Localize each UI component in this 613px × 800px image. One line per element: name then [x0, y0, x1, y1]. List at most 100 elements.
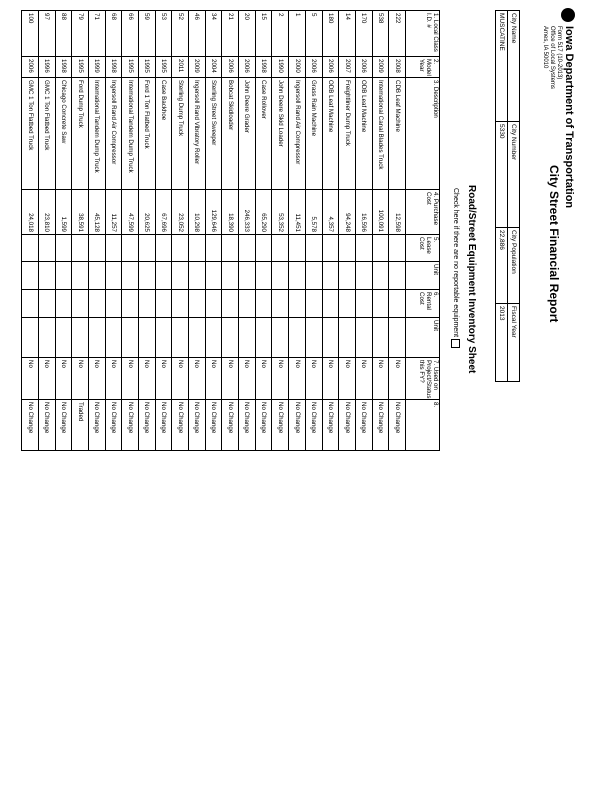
table-cell: No — [138, 357, 156, 400]
table-cell: No — [188, 357, 206, 400]
table-cell: 2006 — [355, 56, 373, 78]
table-cell — [205, 261, 222, 290]
table-cell: No — [205, 357, 222, 400]
table-cell: 5,578 — [305, 189, 323, 235]
table-row: 538 2009 International Canal Blades Truck 1… — [372, 10, 389, 451]
table-cell: 14 — [338, 10, 356, 57]
table-cell: 94,248 — [338, 189, 356, 235]
table-cell: 38,591 — [71, 189, 89, 235]
table-cell — [221, 289, 239, 318]
table-cell: No — [88, 357, 106, 400]
table-cell: 2004 — [205, 56, 222, 78]
table-cell: Traded — [71, 399, 89, 451]
table-cell: 2008 — [388, 56, 406, 78]
table-cell: Freightliner Dump Truck — [338, 77, 356, 190]
table-cell — [38, 289, 56, 318]
table-cell — [155, 261, 172, 290]
table-cell — [55, 234, 72, 262]
table-cell — [88, 261, 106, 290]
info-label: City Number — [507, 121, 520, 228]
column-header: 6. Rental Cost — [405, 289, 440, 318]
table-row: 2 1990 John Deere Skid Loader 53,352 No No Ch… — [272, 10, 289, 451]
table-cell — [105, 261, 122, 290]
table-cell: No Change — [88, 399, 106, 451]
equipment-inventory-table: 1. Local Class I.D. #2. Model Year 3. Des… — [21, 10, 440, 451]
table-cell — [272, 317, 289, 358]
table-cell — [388, 289, 406, 318]
table-cell: 21 — [221, 10, 239, 57]
table-cell — [88, 234, 106, 262]
table-cell: Ingersoll Rand Air Compressor — [105, 77, 122, 190]
table-cell: No — [338, 357, 356, 400]
table-cell: 53,352 — [272, 189, 289, 235]
table-cell — [355, 234, 373, 262]
table-cell — [238, 317, 256, 358]
table-cell — [121, 317, 139, 358]
table-cell: No — [38, 357, 56, 400]
table-cell — [288, 261, 306, 290]
table-cell — [322, 234, 339, 262]
report-title: City Street Financial Report — [547, 165, 561, 323]
table-row: 14 2007 Freightliner Dump Truck 94,248 No No … — [338, 10, 356, 451]
city-population-value: 22,886 — [495, 227, 508, 304]
table-cell: No Change — [372, 399, 389, 451]
table-cell: No — [288, 357, 306, 400]
table-cell — [105, 234, 122, 262]
table-cell: No Change — [188, 399, 206, 451]
table-cell: ODB Leaf Machine — [322, 77, 339, 190]
table-cell: 23,052 — [171, 189, 189, 235]
column-header: 7. Used on Project/Status this FY? — [405, 357, 440, 400]
table-cell: No Change — [55, 399, 72, 451]
table-cell: International Canal Blades Truck — [372, 77, 389, 190]
table-cell: No Change — [305, 399, 323, 451]
sheet-title: Road/Street Equipment Inventory Sheet — [466, 185, 477, 374]
table-cell: Sterling Dump Truck — [171, 77, 189, 190]
table-cell — [305, 317, 323, 358]
table-cell — [255, 261, 272, 290]
table-row: 79 1995 Ford Dump Truck 38,591 No Traded — [71, 10, 89, 451]
table-cell: No Change — [272, 399, 289, 451]
table-cell — [238, 261, 256, 290]
table-cell — [55, 289, 72, 318]
table-cell: 11,257 — [105, 189, 122, 235]
table-cell: Ford Dump Truck — [71, 77, 89, 190]
table-cell: No — [55, 357, 72, 400]
table-cell — [322, 317, 339, 358]
table-cell: No Change — [121, 399, 139, 451]
table-cell: 47,599 — [121, 189, 139, 235]
table-cell — [188, 261, 206, 290]
info-label: City Name — [507, 10, 520, 122]
table-cell: No — [155, 357, 172, 400]
agency-name: Iowa Department of Transportation — [563, 26, 575, 209]
table-cell: 1998 — [55, 56, 72, 78]
no-equipment-checkbox[interactable] — [451, 339, 460, 349]
column-header: Unit — [405, 261, 440, 290]
table-cell: International Tandem Dump Truck — [88, 77, 106, 190]
table-cell — [238, 234, 256, 262]
table-cell: 97 — [38, 10, 56, 57]
table-cell — [155, 289, 172, 318]
column-header: Unit — [405, 317, 440, 358]
table-cell — [21, 317, 39, 358]
table-cell: 1995 — [155, 56, 172, 78]
table-cell — [171, 261, 189, 290]
table-cell: No — [272, 357, 289, 400]
table-cell — [188, 317, 206, 358]
fiscal-year-value: 2013 — [495, 303, 508, 382]
table-cell — [288, 289, 306, 318]
table-row: 222 2008 CDB Leaf Machine 12,598 No No Change — [388, 10, 406, 451]
table-cell — [121, 289, 139, 318]
table-cell: 67,696 — [155, 189, 172, 235]
table-cell: 1995 — [71, 56, 89, 78]
table-row: 97 1996 GMC 1 Ton Flatbed Truck 23,810 No No … — [38, 10, 56, 451]
table-cell — [205, 234, 222, 262]
table-cell — [88, 317, 106, 358]
table-cell: Bobcat Skidloader — [221, 77, 239, 190]
table-cell — [155, 317, 172, 358]
table-cell: No — [21, 357, 39, 400]
agency-line: Ames, IA 50010 — [542, 26, 548, 69]
table-cell: 2007 — [338, 56, 356, 78]
table-cell: 88 — [55, 10, 72, 57]
table-cell — [71, 261, 89, 290]
table-cell: John Deere Skid Loader — [272, 77, 289, 190]
